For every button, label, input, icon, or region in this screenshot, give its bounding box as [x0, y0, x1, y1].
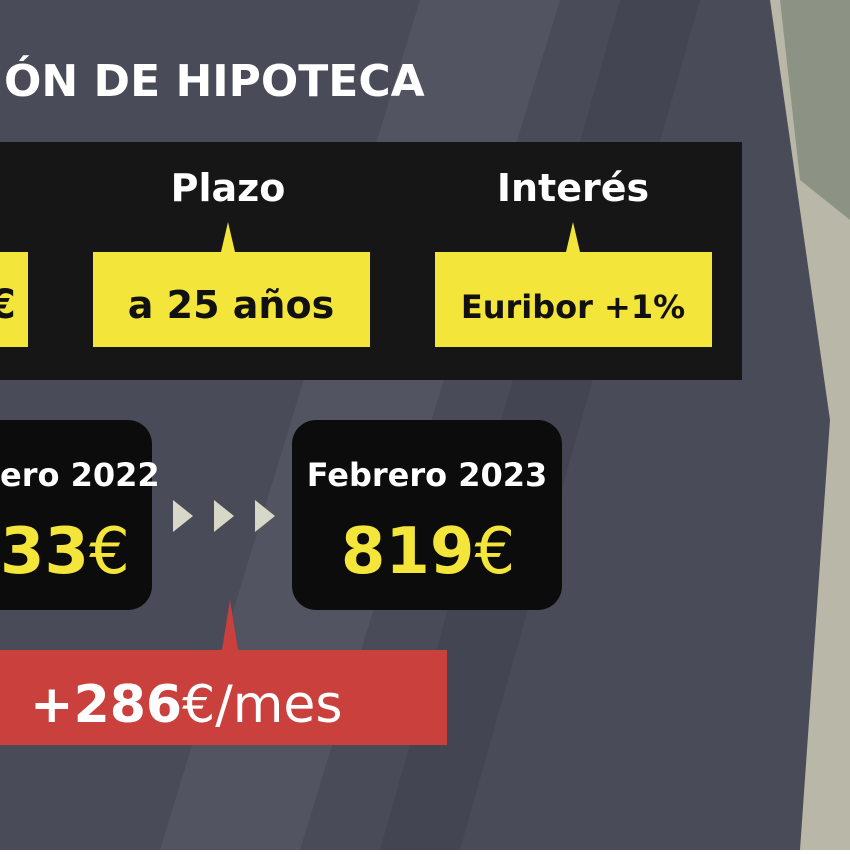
- difference: +286€/mes: [30, 675, 342, 735]
- term-box: [0, 252, 28, 347]
- term-value: Euribor +1%: [461, 288, 685, 326]
- term-label: Interés: [497, 166, 649, 210]
- pointer: [221, 222, 235, 252]
- amount: 33: [0, 515, 89, 589]
- payment-box: [0, 420, 152, 610]
- payment-amount: 33€: [0, 515, 130, 589]
- payment-box: [292, 420, 562, 610]
- difference-unit: €/mes: [182, 675, 342, 735]
- difference-box: [0, 650, 447, 745]
- payment-amount: 819€: [341, 515, 515, 589]
- arrow: [173, 500, 193, 532]
- payment-date: ero 2022: [0, 456, 160, 494]
- payment-date: Febrero 2023: [307, 456, 548, 494]
- arrow: [255, 500, 275, 532]
- term-box: [435, 252, 712, 347]
- banknote: [770, 0, 850, 850]
- title: ÓN DE HIPOTECA: [4, 54, 425, 107]
- term-label: Plazo: [171, 166, 286, 210]
- term-box: [93, 252, 370, 347]
- amount: 819: [341, 515, 475, 589]
- pointer: [566, 222, 580, 252]
- currency: €: [89, 515, 130, 589]
- difference-amount: +286: [30, 675, 182, 735]
- pointer: [222, 600, 238, 650]
- term-value: a 25 años: [128, 283, 334, 327]
- term-value: €: [0, 282, 16, 328]
- arrow: [214, 500, 234, 532]
- currency: €: [474, 515, 515, 589]
- banknote-detail: [780, 0, 850, 220]
